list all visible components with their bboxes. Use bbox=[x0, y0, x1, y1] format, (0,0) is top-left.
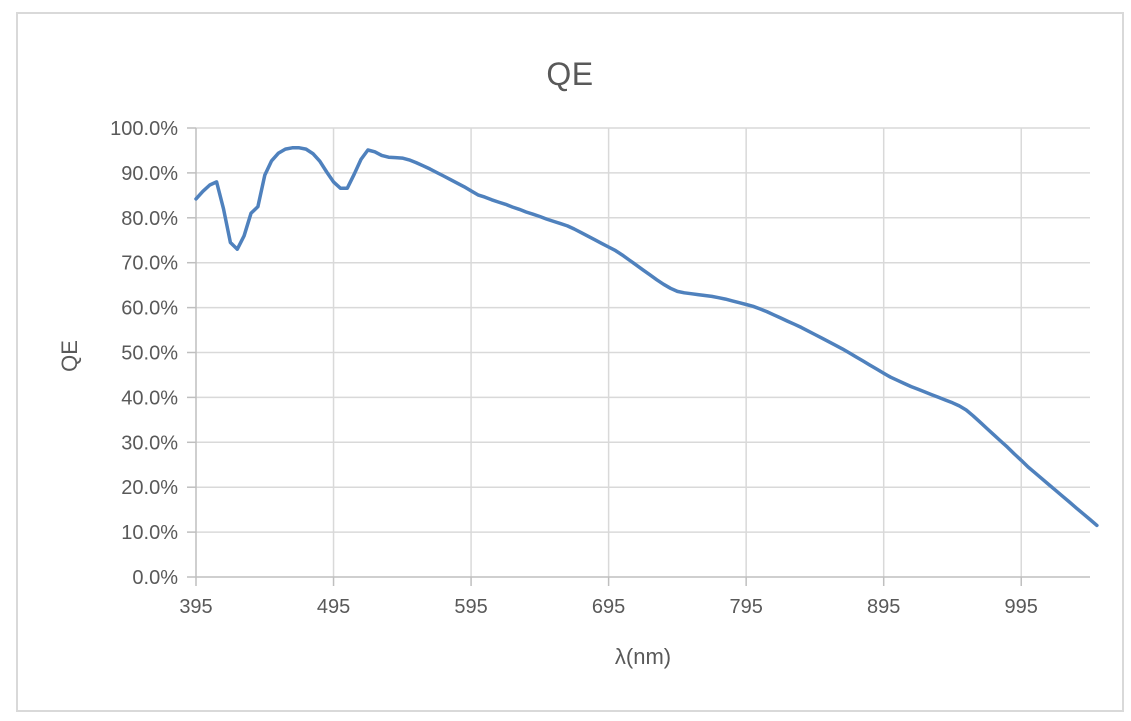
y-tick-label: 100.0% bbox=[110, 118, 178, 140]
y-axis-title: QE bbox=[57, 340, 82, 372]
x-tick-label: 695 bbox=[592, 596, 625, 618]
y-tick-label: 80.0% bbox=[121, 208, 178, 230]
qe-series-line bbox=[194, 146, 1099, 528]
x-tick-label: 995 bbox=[1005, 596, 1038, 618]
y-tick-label: 0.0% bbox=[132, 567, 178, 589]
y-tick-label: 90.0% bbox=[121, 163, 178, 185]
y-tick-label: 20.0% bbox=[121, 477, 178, 499]
y-tick-label: 40.0% bbox=[121, 387, 178, 409]
y-tick-label: 50.0% bbox=[121, 343, 178, 365]
x-tick-label: 595 bbox=[454, 596, 487, 618]
chart-title: QE bbox=[546, 56, 594, 92]
y-tick-label: 70.0% bbox=[121, 253, 178, 275]
x-tick-label: 495 bbox=[317, 596, 350, 618]
x-tick-label: 795 bbox=[729, 596, 762, 618]
x-tick-label: 395 bbox=[179, 596, 212, 618]
x-axis-title: λ(nm) bbox=[614, 644, 672, 669]
x-tick-label: 895 bbox=[867, 596, 900, 618]
y-tick-label: 30.0% bbox=[121, 432, 178, 454]
y-tick-label: 60.0% bbox=[121, 298, 178, 320]
y-tick-label: 10.0% bbox=[121, 522, 178, 544]
